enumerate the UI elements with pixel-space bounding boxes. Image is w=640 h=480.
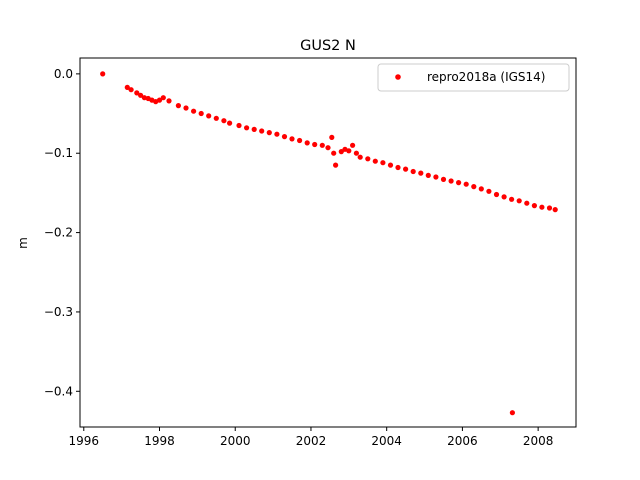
data-point: [524, 200, 530, 206]
data-point: [516, 198, 522, 204]
data-point: [387, 162, 394, 168]
data-point: [259, 128, 265, 134]
data-point: [134, 90, 140, 96]
data-point: [365, 156, 371, 162]
data-point: [166, 98, 172, 104]
x-tick-label: 1996: [69, 434, 100, 448]
data-point: [539, 204, 545, 210]
data-point: [266, 130, 272, 136]
legend-marker: [395, 74, 401, 80]
data-point: [531, 203, 538, 209]
data-point: [433, 174, 439, 180]
data-point: [418, 170, 424, 176]
data-point: [191, 108, 197, 114]
data-point: [372, 158, 378, 164]
x-axis: 1996 1998 2000 2002 2004 2006 2008: [69, 427, 554, 448]
y-tick-label: −0.4: [44, 384, 73, 398]
data-point: [346, 148, 352, 154]
legend-box: [377, 63, 570, 92]
data-point: [350, 142, 356, 148]
x-tick-label: 2000: [220, 434, 251, 448]
data-point: [380, 160, 386, 166]
data-point: [357, 154, 363, 160]
y-tick-label: −0.2: [44, 226, 73, 240]
legend: repro2018a (IGS14): [377, 63, 570, 92]
data-point: [486, 188, 492, 194]
data-point: [198, 110, 204, 117]
data-point: [289, 136, 295, 142]
data-point: [546, 205, 553, 211]
y-tick-label: −0.1: [44, 146, 73, 160]
data-point: [227, 120, 233, 126]
data-point: [156, 97, 163, 103]
data-point: [206, 113, 212, 119]
data-point: [312, 141, 318, 148]
data-point: [509, 410, 515, 416]
data-point: [552, 207, 558, 213]
y-tick-label: −0.3: [44, 305, 73, 319]
data-point: [425, 172, 431, 178]
data-points: [100, 71, 558, 416]
chart-title: GUS2 N: [300, 38, 356, 54]
data-point: [281, 134, 288, 140]
data-point: [175, 103, 181, 109]
data-point: [331, 150, 337, 156]
x-tick-label: 1998: [144, 434, 175, 448]
x-tick-label: 2004: [371, 434, 402, 448]
data-point: [329, 134, 335, 140]
data-point: [124, 84, 130, 90]
y-axis: 0.0 −0.1 −0.2 −0.3 −0.4: [44, 67, 80, 398]
data-point: [213, 115, 219, 121]
data-point: [333, 162, 339, 168]
data-point: [304, 140, 310, 146]
x-tick-label: 2006: [447, 434, 478, 448]
x-tick-label: 2002: [296, 434, 327, 448]
data-point: [297, 137, 303, 144]
data-point: [338, 149, 344, 155]
data-point: [456, 180, 462, 186]
data-point: [138, 92, 144, 98]
plot-frame: [79, 57, 577, 428]
data-point: [221, 118, 227, 124]
data-point: [410, 168, 416, 175]
data-point: [395, 164, 401, 171]
data-point: [403, 166, 409, 172]
data-point: [274, 131, 280, 137]
data-point: [501, 194, 507, 200]
data-point: [319, 142, 325, 148]
data-point: [493, 191, 500, 198]
legend-label: repro2018a (IGS14): [427, 70, 545, 84]
data-point: [100, 71, 106, 77]
data-point: [160, 95, 166, 101]
data-point: [448, 178, 454, 184]
y-tick-label: 0.0: [54, 67, 73, 81]
data-point: [440, 176, 447, 182]
data-point: [325, 145, 331, 151]
data-point: [251, 126, 257, 132]
data-point: [463, 181, 469, 187]
data-point: [471, 184, 477, 190]
data-point: [236, 122, 242, 129]
data-point: [128, 87, 134, 93]
x-tick-label: 2008: [523, 434, 554, 448]
data-point: [509, 196, 515, 202]
data-point: [478, 186, 484, 192]
data-point: [353, 150, 359, 156]
data-point: [244, 125, 250, 131]
data-point: [183, 105, 189, 111]
y-axis-label: m: [16, 237, 30, 249]
